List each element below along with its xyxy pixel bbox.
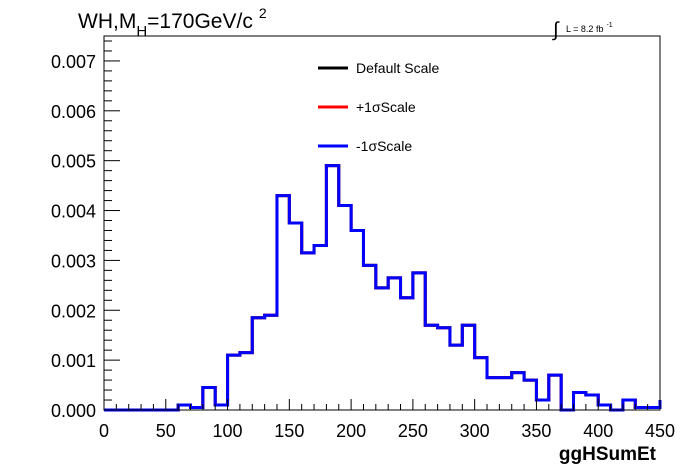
lumi-label: L = 8.2 fb -1: [566, 22, 613, 34]
chart-title: WH,MH=170GeV/c 2: [78, 5, 267, 40]
legend-label: Default Scale: [356, 60, 439, 76]
x-tick-label: 50: [156, 421, 176, 441]
x-tick-label: 100: [213, 421, 243, 441]
x-tick-label: 350: [521, 421, 551, 441]
y-tick-label: 0.006: [51, 102, 96, 122]
y-tick-label: 0.000: [51, 401, 96, 421]
y-tick-label: 0.002: [51, 301, 96, 321]
x-tick-label: 150: [274, 421, 304, 441]
x-tick-label: 250: [398, 421, 428, 441]
y-tick-label: 0.001: [51, 351, 96, 371]
x-tick-label: 200: [336, 421, 366, 441]
legend: Default Scale +1σScale -1σScale: [318, 60, 439, 154]
lumi-integral-symbol: ∫: [552, 19, 560, 41]
x-tick-label: 450: [645, 421, 675, 441]
legend-label: +1σScale: [356, 99, 416, 115]
x-tick-label: 0: [99, 421, 109, 441]
legend-label: -1σScale: [356, 138, 412, 154]
x-tick-label: 400: [583, 421, 613, 441]
plot-frame: [103, 35, 661, 411]
y-tick-label: 0.007: [51, 52, 96, 72]
x-tick-label: 300: [460, 421, 490, 441]
x-axis-label: ggHSumEt: [559, 444, 657, 465]
y-tick-label: 0.003: [51, 251, 96, 271]
y-tick-label: 0.005: [51, 152, 96, 172]
y-tick-label: 0.004: [51, 202, 96, 222]
axis-layer: 0 50 100 150 200 250 300 350 400 450 0.000 0.001 0.0…: [51, 40, 675, 441]
